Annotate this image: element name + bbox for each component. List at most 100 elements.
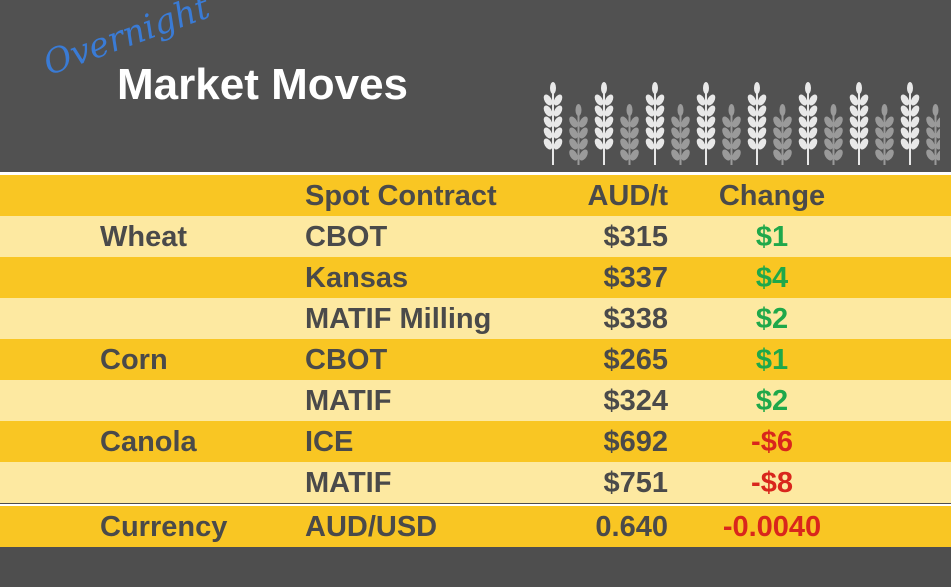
wheat-part (885, 127, 894, 139)
wheat-part (798, 94, 808, 106)
header-row: Spot Contract AUD/t Change (0, 175, 951, 216)
wheat-part (849, 105, 859, 117)
wheat-part (630, 116, 639, 128)
wheat-part (579, 138, 588, 150)
wheat-part (900, 127, 910, 139)
wheat-part (824, 149, 833, 161)
wheat-part (834, 149, 843, 161)
wheat-part (620, 138, 629, 150)
wheat-part (875, 127, 884, 139)
table-row: Wheat CBOT $315 $1 (0, 216, 951, 257)
header-band: Overnight Market Moves (0, 0, 951, 172)
wheat-part (849, 116, 859, 128)
price: 0.640 (595, 511, 668, 543)
wheat-part (706, 105, 716, 117)
wheat-part (696, 94, 706, 106)
wheat-part (910, 127, 920, 139)
change: -0.0040 (722, 511, 822, 543)
table-row: MATIF $751 -$8 (0, 462, 951, 503)
wheat-part (594, 138, 604, 150)
table-row: Canola ICE $692 -$6 (0, 421, 951, 462)
wheat-part (834, 138, 843, 150)
change: $4 (755, 262, 789, 294)
wheat-part (926, 149, 935, 161)
wheat-part (655, 138, 665, 150)
wheat-part (671, 138, 680, 150)
wheat-part (808, 116, 818, 128)
wheat-part (757, 127, 767, 139)
wheat-part (626, 104, 633, 116)
wheat-part (681, 116, 690, 128)
wheat-part (859, 127, 869, 139)
wheat-part (604, 105, 614, 117)
wheat-part (543, 105, 553, 117)
wheat-part (910, 138, 920, 150)
column-header: Spot Contract (305, 180, 497, 212)
wheat-part (834, 116, 843, 128)
wheat-part (830, 104, 837, 116)
wheat-part (856, 82, 862, 94)
wheat-part (655, 127, 665, 139)
contract: MATIF (305, 467, 392, 499)
wheat-part (910, 105, 920, 117)
wheat-part (757, 116, 767, 128)
wheat-part (553, 127, 563, 139)
table-row: MATIF $324 $2 (0, 380, 951, 421)
wheat-part (655, 116, 665, 128)
wheat-part (655, 94, 665, 106)
wheat-part (543, 94, 553, 106)
wheat-part (900, 138, 910, 150)
contract: Kansas (305, 262, 409, 294)
wheat-part (732, 149, 741, 161)
wheat-part (932, 104, 939, 116)
wheat-part (783, 138, 792, 150)
wheat-part (773, 116, 782, 128)
contract: MATIF Milling (305, 303, 492, 335)
wheat-part (936, 149, 940, 161)
wheat-part (569, 149, 578, 161)
wheat-part (773, 149, 782, 161)
change: -$6 (751, 426, 793, 458)
wheat-part (926, 127, 935, 139)
wheat-part (875, 138, 884, 150)
wheat-part (579, 116, 588, 128)
wheat-part (671, 149, 680, 161)
wheat-part (808, 105, 818, 117)
wheat-part (645, 127, 655, 139)
wheat-part (681, 149, 690, 161)
wheat-part (553, 94, 563, 106)
wheat-part (543, 138, 553, 150)
wheat-part (604, 94, 614, 106)
wheat-part (604, 127, 614, 139)
wheat-part (900, 94, 910, 106)
wheat-part (553, 116, 563, 128)
wheat-part (757, 105, 767, 117)
wheat-part (703, 82, 709, 94)
wheat-part (783, 149, 792, 161)
wheat-part (728, 104, 735, 116)
group-label: Wheat (100, 221, 187, 253)
price: $692 (603, 426, 668, 458)
wheat-part (783, 127, 792, 139)
wheat-part (655, 105, 665, 117)
wheat-part (834, 127, 843, 139)
wheat-part (783, 116, 792, 128)
wheat-part (824, 116, 833, 128)
wheat-part (910, 116, 920, 128)
table-row: Currency AUD/USD 0.640 -0.0040 (0, 504, 951, 547)
wheat-part (620, 149, 629, 161)
wheat-part (579, 149, 588, 161)
wheat-part (681, 138, 690, 150)
wheat-part (754, 82, 760, 94)
wheat-part (859, 94, 869, 106)
wheat-part (620, 116, 629, 128)
wheat-part (824, 138, 833, 150)
wheat-part (706, 127, 716, 139)
wheat-part (798, 127, 808, 139)
wheat-part (553, 138, 563, 150)
wheat-part (732, 127, 741, 139)
wheat-part (722, 149, 731, 161)
wheat-part (805, 82, 811, 94)
wheat-part (696, 138, 706, 150)
